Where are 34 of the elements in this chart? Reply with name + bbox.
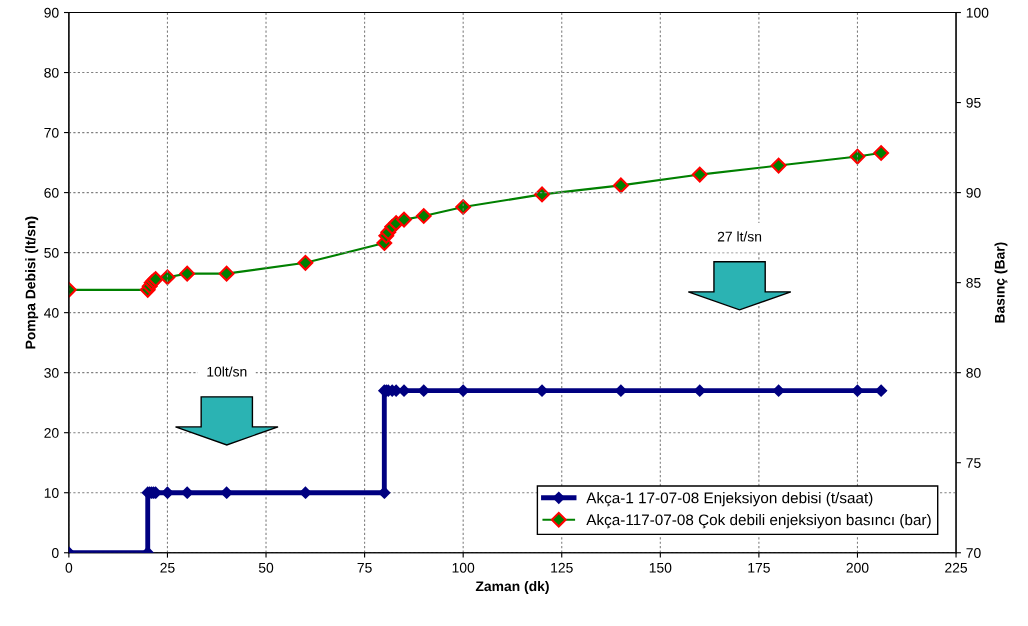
x-tick-label: 225	[945, 562, 968, 573]
y2-tick-label: 75	[966, 458, 981, 468]
y-tick-label: 0	[51, 548, 59, 558]
y-axis-title: Pompa Debisi (lt/sn)	[25, 216, 39, 349]
x-tick-label: 200	[846, 562, 869, 573]
y-tick-label: 60	[44, 187, 59, 198]
y2-tick-label: 70	[966, 548, 981, 558]
y-tick-label: 40	[44, 307, 59, 318]
y2-tick-label: 100	[966, 7, 989, 18]
x-tick-label: 75	[357, 562, 372, 573]
y-tick-label: 10	[44, 488, 59, 498]
x-tick-label: 100	[452, 562, 475, 573]
y2-tick-label: 90	[966, 187, 981, 198]
x-tick-label: 50	[258, 562, 274, 573]
x-tick-label: 150	[649, 562, 672, 573]
x-tick-label: 25	[160, 562, 175, 573]
y2-tick-label: 95	[966, 97, 981, 108]
x-tick-label: 175	[748, 562, 770, 573]
y2-tick-label: 85	[966, 277, 981, 288]
annotation: 27 lt/sn	[717, 231, 762, 242]
y2-axis-title: Basınç (Bar)	[994, 242, 1008, 323]
y-tick-label: 30	[44, 368, 59, 378]
y-tick-label: 90	[44, 7, 59, 18]
annotation: 10lt/sn	[207, 366, 247, 377]
y-tick-label: 50	[44, 247, 59, 258]
x-axis-title: Zaman (dk)	[475, 580, 549, 594]
y-tick-label: 20	[44, 428, 59, 438]
legend-label: Akça-1 17-07-08 Enjeksiyon debisi (t/saat)	[586, 492, 873, 507]
legend-label: Akça-117-07-08 Çok debili enjeksiyon basıncı (bar)	[586, 514, 931, 529]
y-tick-label: 80	[44, 67, 59, 78]
y-tick-label: 70	[44, 127, 59, 138]
y2-tick-label: 80	[966, 368, 981, 378]
x-tick-label: 0	[65, 562, 73, 573]
x-tick-label: 125	[551, 562, 573, 573]
